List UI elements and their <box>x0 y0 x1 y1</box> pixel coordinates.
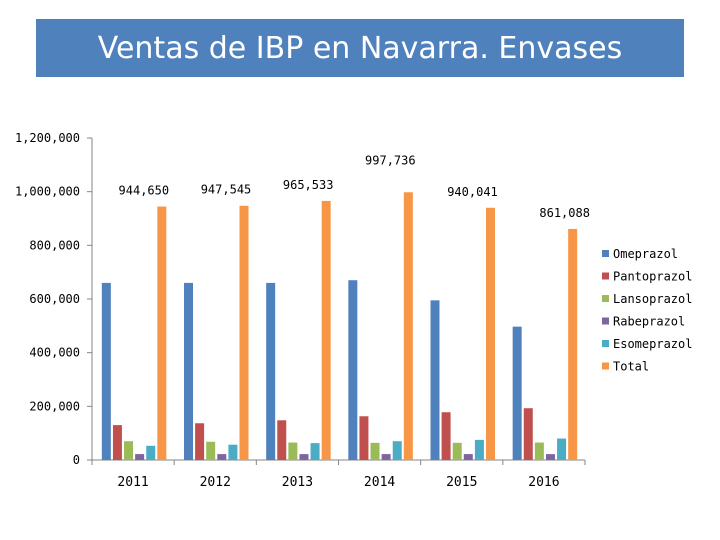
legend-swatch-lansoprazol <box>602 295 609 302</box>
bar-pantoprazol-2013 <box>277 420 287 460</box>
y-tick-label: 600,000 <box>29 292 80 306</box>
bar-rabeprazol-2012 <box>217 454 227 460</box>
x-category-label: 2016 <box>528 475 559 490</box>
bar-esomeprazol-2013 <box>310 443 320 460</box>
bar-esomeprazol-2015 <box>474 439 484 460</box>
y-tick-label: 800,000 <box>29 238 80 252</box>
legend-label: Total <box>613 360 649 374</box>
bar-omeprazol-2012 <box>184 282 193 460</box>
bar-esomeprazol-2014 <box>392 441 402 460</box>
bar-total-2016 <box>568 228 578 460</box>
x-category-label: 2011 <box>117 475 148 490</box>
y-tick-label: 400,000 <box>29 346 80 360</box>
data-label-total: 965,533 <box>283 178 334 192</box>
data-label-total: 997,736 <box>365 153 416 167</box>
y-tick-label: 0 <box>73 453 80 467</box>
bar-rabeprazol-2016 <box>545 454 555 460</box>
data-label-total: 861,088 <box>539 206 590 220</box>
legend-label: Lansoprazol <box>613 292 692 306</box>
legend-swatch-omeprazol <box>602 250 609 257</box>
bar-pantoprazol-2014 <box>359 416 369 460</box>
bar-rabeprazol-2013 <box>299 454 309 460</box>
legend-swatch-rabeprazol <box>602 317 609 325</box>
legend-swatch-total <box>602 362 609 370</box>
bar-total-2013 <box>321 200 331 460</box>
bar-esomeprazol-2012 <box>228 444 238 460</box>
bar-omeprazol-2013 <box>266 282 276 460</box>
legend-label: Esomeprazol <box>613 337 692 351</box>
legend-swatch-pantoprazol <box>602 272 609 280</box>
bar-omeprazol-2014 <box>348 280 358 460</box>
x-category-label: 2012 <box>200 475 231 490</box>
bar-esomeprazol-2011 <box>146 445 156 460</box>
bar-omeprazol-2011 <box>101 282 111 460</box>
bar-total-2011 <box>157 206 167 460</box>
bar-pantoprazol-2016 <box>523 408 533 460</box>
bar-lansoprazol-2011 <box>124 441 134 460</box>
data-label-total: 944,650 <box>119 184 170 198</box>
y-tick-label: 1,000,000 <box>15 185 80 199</box>
bar-lansoprazol-2013 <box>288 442 298 460</box>
x-category-label: 2015 <box>446 475 477 490</box>
legend-label: Pantoprazol <box>613 270 692 284</box>
legend-label: Omeprazol <box>613 247 678 261</box>
x-category-label: 2013 <box>282 475 313 490</box>
legend-label: Rabeprazol <box>613 315 685 329</box>
bar-lansoprazol-2016 <box>534 442 544 460</box>
bar-total-2015 <box>486 207 495 460</box>
chart-title-bar: Ventas de IBP en Navarra. Envases <box>36 19 684 77</box>
legend-swatch-esomeprazol <box>602 340 609 347</box>
bar-omeprazol-2016 <box>512 326 522 460</box>
bar-lansoprazol-2014 <box>370 442 380 460</box>
bar-pantoprazol-2012 <box>195 423 205 460</box>
bar-lansoprazol-2015 <box>452 442 462 460</box>
bar-total-2012 <box>239 205 249 460</box>
bar-total-2014 <box>403 192 413 460</box>
bar-rabeprazol-2011 <box>135 454 145 460</box>
bar-omeprazol-2015 <box>430 300 440 460</box>
bar-lansoprazol-2012 <box>206 441 216 460</box>
bar-esomeprazol-2016 <box>557 438 567 460</box>
chart-title: Ventas de IBP en Navarra. Envases <box>97 30 623 66</box>
y-tick-label: 1,200,000 <box>15 131 80 145</box>
bar-rabeprazol-2014 <box>381 454 391 460</box>
bar-rabeprazol-2015 <box>463 454 473 460</box>
y-tick-label: 200,000 <box>29 399 80 413</box>
data-label-total: 947,545 <box>201 183 252 197</box>
bar-pantoprazol-2011 <box>112 425 122 460</box>
data-label-total: 940,041 <box>447 185 498 199</box>
x-category-label: 2014 <box>364 475 395 490</box>
bar-pantoprazol-2015 <box>441 412 451 460</box>
